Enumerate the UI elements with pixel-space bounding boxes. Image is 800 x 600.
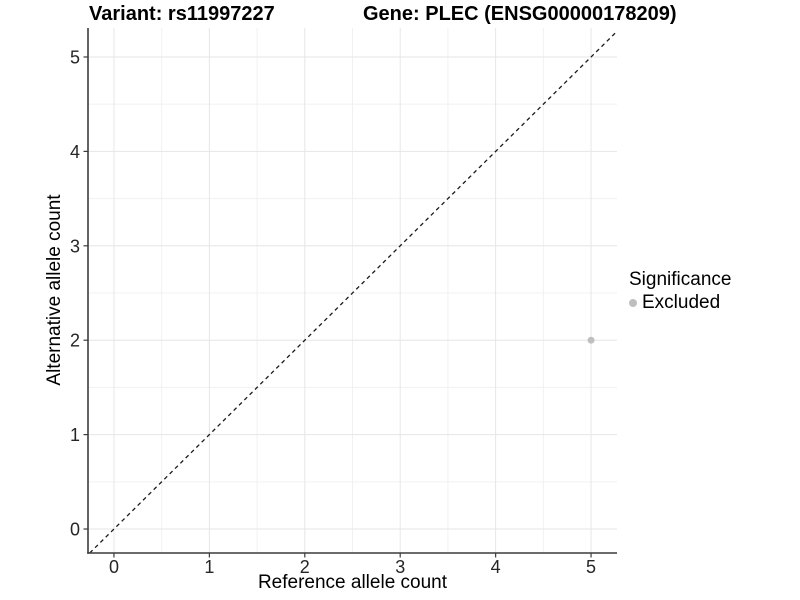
x-tick-label: 1 — [204, 557, 214, 577]
legend-item-excluded: Excluded — [629, 292, 731, 313]
gene-title: Gene: PLEC (ENSG00000178209) — [363, 3, 677, 25]
variant-title: Variant: rs11997227 — [89, 3, 275, 25]
y-tick-label: 2 — [70, 331, 80, 351]
x-tick-label: 2 — [300, 557, 310, 577]
legend: Significance Excluded — [629, 269, 731, 313]
x-tick-label: 5 — [586, 557, 596, 577]
legend-title: Significance — [629, 269, 732, 290]
data-point-excluded — [587, 336, 595, 344]
x-tick-label: 3 — [395, 557, 405, 577]
y-tick-label: 0 — [70, 520, 80, 540]
x-tick-label: 4 — [491, 557, 501, 577]
excluded-point-icon — [629, 298, 637, 307]
x-tick-label: 0 — [109, 557, 119, 577]
y-tick-label: 1 — [70, 425, 80, 445]
legend-item-label: Excluded — [642, 292, 721, 313]
x-axis-label: Reference allele count — [257, 572, 448, 593]
y-tick-label: 5 — [70, 47, 80, 67]
y-tick-label: 3 — [70, 236, 80, 256]
y-tick-label: 4 — [70, 142, 80, 162]
identity-line — [89, 30, 618, 554]
